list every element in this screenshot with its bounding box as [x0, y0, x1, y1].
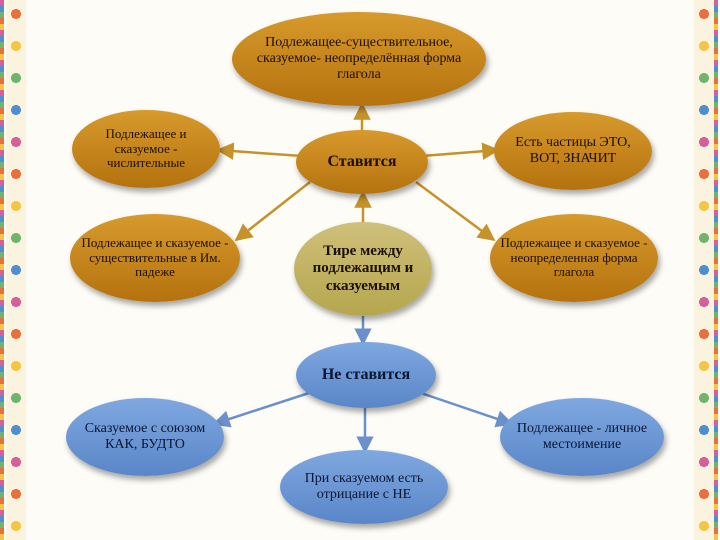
rule-node-right-upper: Есть частицы ЭТО, ВОТ, ЗНАЧИТ: [494, 112, 652, 190]
stripe-pattern: [0, 0, 4, 540]
rule-label: Подлежащее - личное местоимение: [508, 421, 656, 453]
slide: Тире между подлежащим и сказуемым Ставит…: [0, 0, 720, 540]
ne-stavitsya-node: Не ставится: [296, 342, 436, 408]
rule-label: Сказуемое с союзом КАК, БУДТО: [74, 421, 216, 453]
rule-node-bottom-center: При сказуемом есть отрицание с НЕ: [280, 450, 448, 524]
stavitsya-node: Ставится: [296, 130, 428, 194]
rule-node-top: Подлежащее-существительное, сказуемое- н…: [232, 12, 486, 106]
central-node-label: Тире между подлежащим и сказуемым: [302, 243, 424, 295]
rule-node-right-lower: Подлежащее и сказуемое - неопределенная …: [490, 214, 658, 302]
flower-pattern: [694, 0, 714, 540]
flower-pattern: [6, 0, 26, 540]
rule-node-left-lower: Подлежащее и сказуемое - существительные…: [70, 214, 240, 302]
rule-node-left-upper: Подлежащее и сказуемое - числительные: [72, 110, 220, 188]
rule-label: Подлежащее и сказуемое - неопределенная …: [498, 236, 650, 281]
stavitsya-label: Ставится: [327, 153, 396, 171]
ne-stavitsya-label: Не ставится: [322, 366, 410, 384]
stripe-pattern: [714, 0, 718, 540]
decorative-border-left: [0, 0, 28, 540]
rule-label: Подлежащее-существительное, сказуемое- н…: [240, 35, 478, 83]
rule-label: Есть частицы ЭТО, ВОТ, ЗНАЧИТ: [502, 135, 644, 167]
rule-node-bottom-right: Подлежащее - личное местоимение: [500, 398, 664, 476]
rule-node-bottom-left: Сказуемое с союзом КАК, БУДТО: [66, 398, 224, 476]
central-node: Тире между подлежащим и сказуемым: [294, 222, 432, 316]
rule-label: При сказуемом есть отрицание с НЕ: [288, 471, 440, 503]
rule-label: Подлежащее и сказуемое - существительные…: [78, 236, 232, 281]
decorative-border-right: [692, 0, 720, 540]
rule-label: Подлежащее и сказуемое - числительные: [80, 127, 212, 172]
